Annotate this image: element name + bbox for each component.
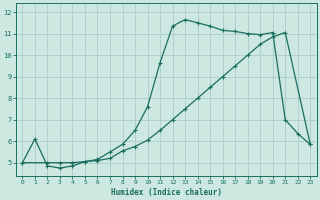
X-axis label: Humidex (Indice chaleur): Humidex (Indice chaleur) (111, 188, 222, 197)
